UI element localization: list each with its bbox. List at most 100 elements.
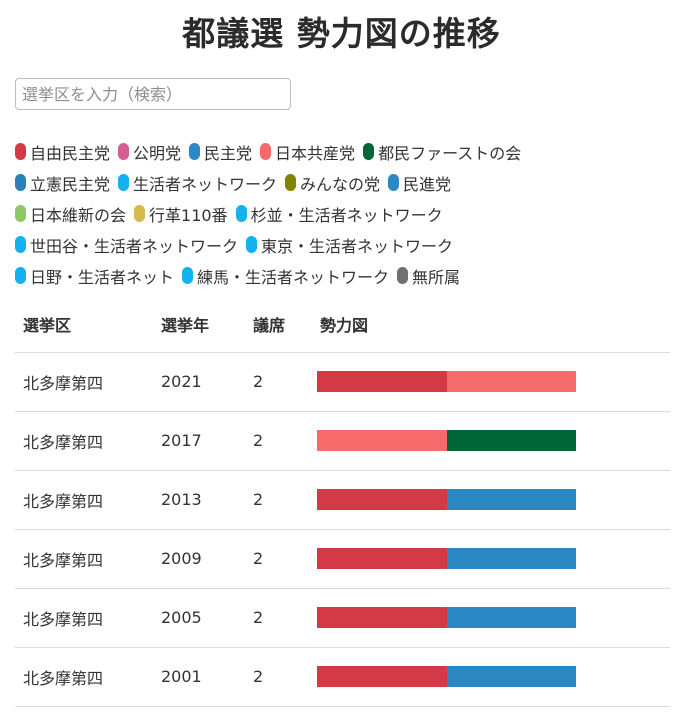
legend-swatch (118, 174, 130, 191)
legend-label: 立憲民主党 (30, 174, 111, 194)
legend-swatch (15, 143, 26, 160)
cell-seats: 2 (245, 352, 312, 412)
cell-district: 北多摩第四 (15, 529, 153, 589)
seat-segment (446, 607, 576, 628)
legend-label: 生活者ネットワーク (133, 174, 278, 194)
cell-chart (312, 470, 670, 530)
legend-label: 公明党 (133, 143, 182, 163)
seat-segment (317, 548, 447, 569)
legend-item: 日野・生活者ネット (15, 264, 174, 287)
legend-item: 民進党 (388, 171, 451, 194)
legend-swatch (189, 143, 201, 160)
results-table: 選挙区 選挙年 議席 勢力図 北多摩第四 2021 2 北多摩第四 2017 2 北多摩第四… (15, 296, 670, 707)
legend-item: 自由民主党 (15, 140, 110, 163)
seat-segment (446, 371, 576, 392)
cell-chart (312, 411, 670, 471)
seat-segment (317, 430, 447, 451)
cell-chart (312, 647, 670, 707)
seat-bar (317, 489, 576, 510)
cell-district: 北多摩第四 (15, 588, 153, 648)
legend-label: 無所属 (412, 267, 461, 287)
seat-segment (317, 371, 447, 392)
legend-label: 日本共産党 (275, 143, 356, 163)
cell-year: 2017 (153, 411, 245, 471)
legend-item: 立憲民主党 (15, 171, 110, 194)
legend-label: 民進党 (403, 174, 452, 194)
legend-swatch (246, 236, 258, 253)
legend-label: 練馬・生活者ネットワーク (197, 267, 390, 287)
legend-swatch (260, 143, 272, 160)
legend-item: 都民ファーストの会 (363, 140, 521, 163)
cell-district: 北多摩第四 (15, 470, 153, 530)
legend-swatch (285, 174, 297, 191)
table-row: 北多摩第四 2001 2 (15, 647, 670, 707)
legend-item: みんなの党 (285, 171, 380, 194)
cell-year: 2005 (153, 588, 245, 648)
seat-bar (317, 607, 576, 628)
table-row: 北多摩第四 2013 2 (15, 470, 670, 530)
cell-district: 北多摩第四 (15, 411, 153, 471)
legend-label: 日野・生活者ネット (30, 267, 175, 287)
legend-label: 日本維新の会 (30, 205, 127, 225)
legend-label: 民主党 (204, 143, 253, 163)
legend-swatch (15, 205, 26, 222)
legend-item: 練馬・生活者ネットワーク (182, 264, 389, 287)
seat-segment (446, 430, 576, 451)
legend-item: 杉並・生活者ネットワーク (235, 202, 443, 225)
cell-seats: 2 (245, 588, 312, 648)
legend-label: 都民ファーストの会 (378, 143, 522, 163)
cell-chart (312, 588, 670, 648)
legend-swatch (118, 143, 130, 160)
legend-label: 杉並・生活者ネットワーク (250, 205, 443, 225)
cell-seats: 2 (245, 470, 312, 530)
legend-item: 民主党 (189, 140, 252, 163)
cell-seats: 2 (245, 411, 312, 471)
party-legend: 自由民主党 公明党 民主党 日本共産党 都民ファーストの会立憲民主党 生活者ネットワーク み… (15, 140, 675, 287)
legend-item: 無所属 (397, 264, 460, 287)
header-year[interactable]: 選挙年 (153, 296, 245, 353)
legend-swatch (235, 205, 247, 222)
legend-swatch (15, 174, 26, 191)
cell-year: 2009 (153, 529, 245, 589)
legend-item: 行革110番 (134, 202, 228, 225)
table-row: 北多摩第四 2021 2 (15, 352, 670, 412)
legend-item: 公明党 (118, 140, 181, 163)
legend-item: 生活者ネットワーク (118, 171, 277, 194)
cell-year: 2001 (153, 647, 245, 707)
legend-swatch (182, 267, 194, 284)
legend-swatch (363, 143, 375, 160)
seat-segment (317, 666, 447, 687)
legend-label: 自由民主党 (30, 143, 111, 163)
seat-bar (317, 548, 576, 569)
legend-swatch (15, 236, 26, 253)
legend-swatch (397, 267, 409, 284)
table-row: 北多摩第四 2017 2 (15, 411, 670, 471)
legend-item: 東京・生活者ネットワーク (246, 233, 453, 256)
legend-item: 世田谷・生活者ネットワーク (15, 233, 238, 256)
cell-year: 2013 (153, 470, 245, 530)
page-title: 都議選 勢力図の推移 (182, 14, 501, 53)
cell-seats: 2 (245, 529, 312, 589)
table-row: 北多摩第四 2005 2 (15, 588, 670, 648)
cell-year: 2021 (153, 352, 245, 412)
legend-label: 行革110番 (149, 205, 228, 225)
table-header-row: 選挙区 選挙年 議席 勢力図 (15, 296, 670, 353)
seat-bar (317, 430, 576, 451)
cell-chart (312, 352, 670, 412)
cell-district: 北多摩第四 (15, 647, 153, 707)
header-district[interactable]: 選挙区 (15, 296, 153, 353)
seat-bar (317, 666, 576, 687)
legend-swatch (388, 174, 400, 191)
seat-segment (446, 666, 576, 687)
legend-swatch (134, 205, 146, 222)
search-input[interactable] (15, 78, 291, 110)
seat-segment (317, 607, 447, 628)
legend-swatch (15, 267, 26, 284)
header-chart: 勢力図 (312, 296, 670, 353)
seat-segment (317, 489, 447, 510)
table-body: 北多摩第四 2021 2 北多摩第四 2017 2 北多摩第四 2013 2 北多摩第四 2009 2… (15, 352, 670, 707)
cell-district: 北多摩第四 (15, 352, 153, 412)
legend-item: 日本共産党 (260, 140, 355, 163)
legend-label: 世田谷・生活者ネットワーク (30, 236, 239, 256)
header-seats[interactable]: 議席 (245, 296, 312, 353)
